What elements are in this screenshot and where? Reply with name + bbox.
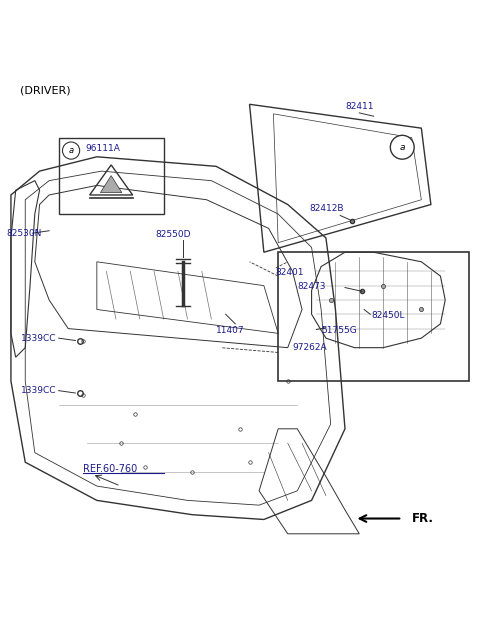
- Text: 51755G: 51755G: [321, 326, 357, 335]
- Text: 82450L: 82450L: [371, 311, 405, 320]
- Circle shape: [62, 142, 80, 159]
- Text: 1339CC: 1339CC: [21, 334, 56, 343]
- Bar: [278, 252, 469, 381]
- Text: a: a: [399, 143, 405, 152]
- Circle shape: [390, 136, 414, 159]
- Text: 82401: 82401: [276, 268, 304, 277]
- Text: 1339CC: 1339CC: [21, 386, 56, 395]
- Polygon shape: [100, 176, 122, 193]
- Text: 96111A: 96111A: [86, 144, 121, 153]
- Text: 11407: 11407: [216, 326, 245, 335]
- Text: 82473: 82473: [297, 282, 326, 291]
- Text: 97262A: 97262A: [292, 343, 327, 352]
- Text: 82411: 82411: [345, 103, 373, 111]
- Text: REF.60-760: REF.60-760: [83, 464, 137, 474]
- Text: 82412B: 82412B: [309, 204, 344, 212]
- Text: a: a: [69, 146, 73, 155]
- Text: FR.: FR.: [412, 512, 434, 525]
- Text: 82530N: 82530N: [6, 228, 42, 238]
- Text: (DRIVER): (DRIVER): [21, 85, 71, 95]
- Bar: [59, 137, 164, 214]
- Text: 82550D: 82550D: [156, 230, 191, 239]
